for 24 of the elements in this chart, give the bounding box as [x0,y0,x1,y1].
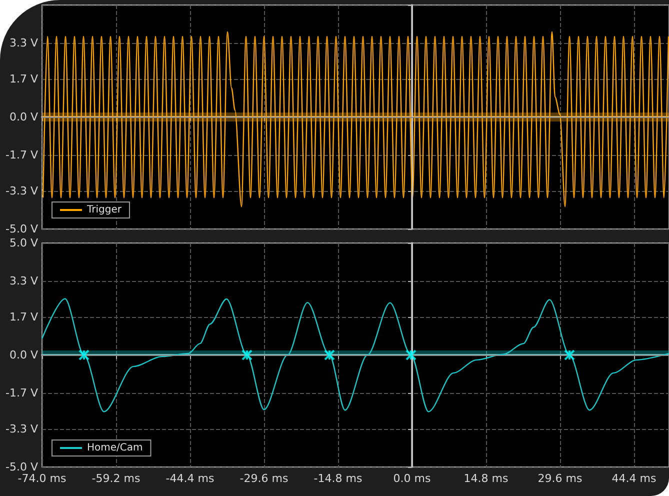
y-tick-label: -1.7 V [6,148,38,162]
x-tick-label: -59.2 ms [92,472,140,485]
y-tick-label: 1.7 V [9,72,38,86]
x-tick-label: 44.4 ms [612,472,656,485]
y-tick-label: -3.3 V [6,422,38,436]
y-tick-label: -5.0 V [6,222,38,236]
y-tick-label: 3.3 V [9,274,38,288]
y-tick-label: -5.0 V [6,460,38,474]
legend-label: Home/Cam [87,442,143,454]
y-tick-label: 1.7 V [9,310,38,324]
x-tick-label: 0.0 ms [393,472,431,485]
x-tick-label: 29.6 ms [538,472,582,485]
y-tick-label: 3.3 V [9,36,38,50]
y-tick-label: 0.0 V [9,110,38,124]
x-tick-label: 14.8 ms [464,472,508,485]
y-tick-label: 5.0 V [9,236,38,250]
x-tick-label: -74.0 ms [18,472,66,485]
legend-label: Trigger [86,204,122,216]
y-tick-label: -1.7 V [6,386,38,400]
x-tick-label: -14.8 ms [314,472,362,485]
x-tick-label: -29.6 ms [240,472,288,485]
y-tick-label: -3.3 V [6,184,38,198]
y-tick-label: 0.0 V [9,348,38,362]
x-tick-label: -44.4 ms [166,472,214,485]
